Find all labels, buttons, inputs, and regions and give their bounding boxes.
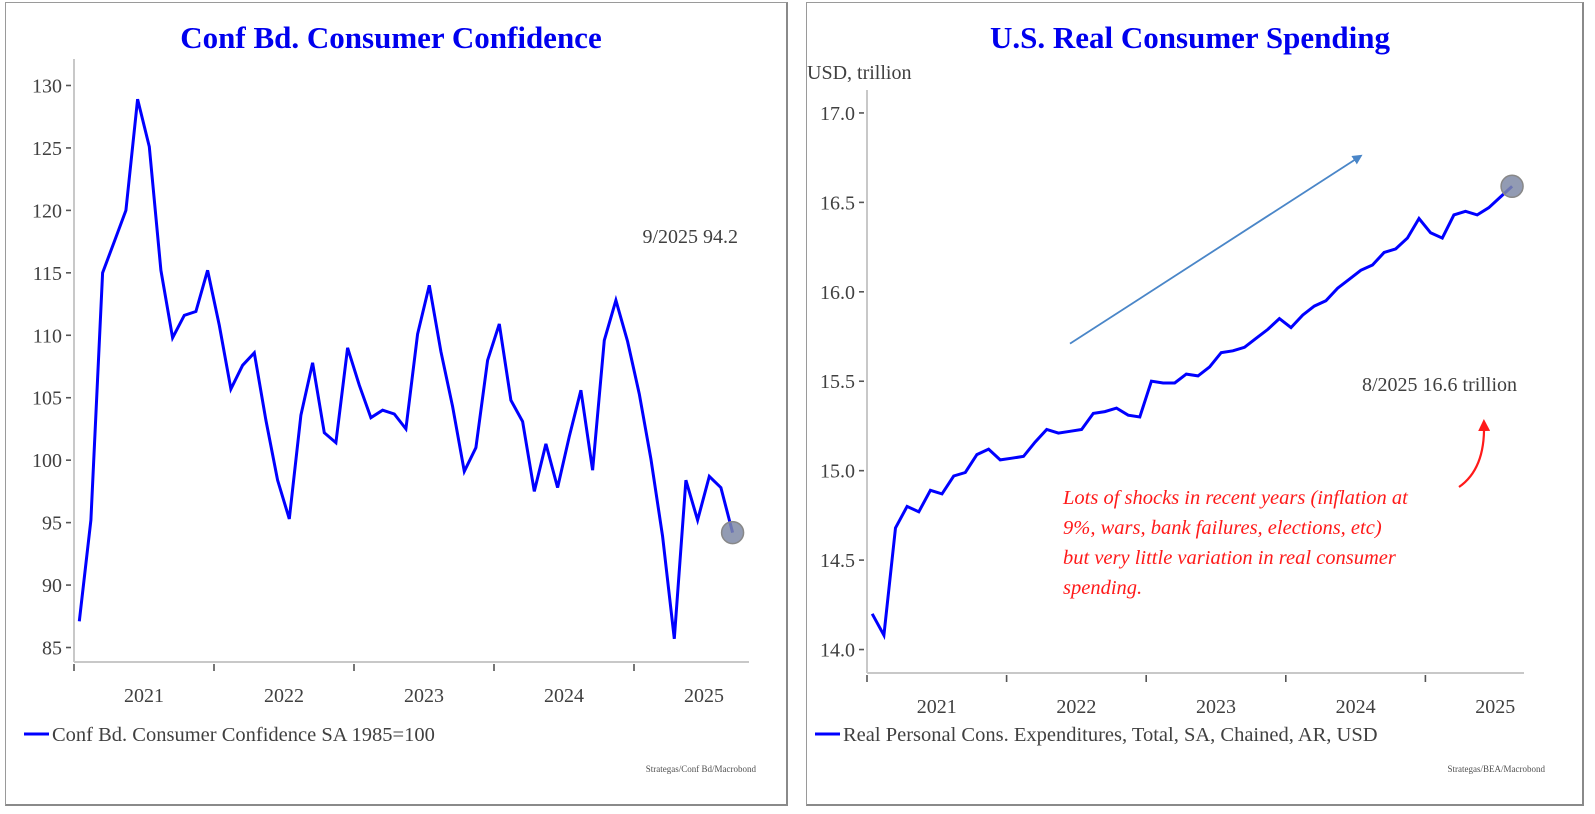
note-line: Lots of shocks in recent years (inflatio… (1062, 487, 1409, 509)
legend: Conf Bd. Consumer Confidence SA 1985=100 (24, 724, 435, 746)
x-tick-label: 2023 (404, 685, 444, 707)
note-text: Lots of shocks in recent years (inflatio… (1062, 487, 1409, 599)
x-tick-label: 2022 (1056, 696, 1096, 718)
y-axis: 85 90 95 100 105 110 115 120 125 130 (32, 59, 75, 662)
note-line: but very little variation in real consum… (1063, 547, 1397, 569)
consumer-confidence-chart: Conf Bd. Consumer Confidence 85 90 95 100 10… (24, 20, 757, 774)
trend-arrow (1069, 154, 1363, 345)
x-axis: 2021 2022 2023 2024 2025 (73, 661, 749, 707)
y-tick-label: 17.0 (820, 103, 855, 125)
y-tick-label: 110 (33, 325, 62, 347)
y-tick-label: 100 (32, 450, 62, 472)
series-line (870, 174, 1524, 641)
x-axis: 2021 2022 2023 2024 2025 (866, 672, 1524, 718)
last-point-marker (1500, 174, 1524, 199)
last-value-annotation: 9/2025 94.2 (642, 226, 738, 248)
x-tick-label: 2021 (917, 696, 957, 718)
y-tick-label: 120 (32, 200, 62, 222)
chart-title: U.S. Real Consumer Spending (990, 20, 1390, 55)
y-axis-unit-label: USD, trillion (807, 62, 911, 84)
series-line (77, 98, 745, 639)
x-tick-label: 2021 (124, 685, 164, 707)
legend-label: Real Personal Cons. Expenditures, Total,… (843, 724, 1378, 746)
legend: Real Personal Cons. Expenditures, Total,… (815, 724, 1378, 746)
last-value-annotation: 8/2025 16.6 trillion (1362, 374, 1517, 396)
y-tick-label: 16.0 (820, 282, 855, 304)
red-arrow-icon (1458, 419, 1491, 488)
series-polyline (77, 98, 735, 639)
note-line: spending. (1063, 577, 1142, 599)
y-tick-label: 15.0 (820, 461, 855, 483)
y-tick-label: 105 (32, 388, 62, 410)
note-line: 9%, wars, bank failures, elections, etc) (1063, 517, 1382, 539)
y-tick-label: 16.5 (820, 192, 855, 214)
y-tick-label: 130 (32, 75, 62, 97)
y-tick-label: 115 (33, 263, 62, 285)
y-tick-label: 95 (42, 513, 62, 535)
legend-label: Conf Bd. Consumer Confidence SA 1985=100 (52, 724, 435, 746)
y-tick-label: 125 (32, 138, 62, 160)
x-tick-label: 2023 (1196, 696, 1236, 718)
x-tick-label: 2022 (264, 685, 304, 707)
y-axis: 14.0 14.5 15.0 15.5 16.0 16.5 17.0 (820, 90, 868, 673)
y-tick-label: 90 (42, 575, 62, 597)
consumer-confidence-panel: Conf Bd. Consumer Confidence 85 90 95 100 10… (5, 2, 788, 806)
series-polyline (870, 185, 1514, 641)
y-tick-label: 15.5 (820, 371, 855, 393)
source-credit: Strategas/BEA/Macrobond (1448, 764, 1546, 774)
x-tick-label: 2024 (544, 685, 584, 707)
last-point-marker (720, 520, 745, 545)
chart-title: Conf Bd. Consumer Confidence (180, 20, 601, 55)
y-tick-label: 14.0 (820, 640, 855, 662)
x-tick-label: 2025 (1475, 696, 1515, 718)
y-tick-label: 85 (42, 638, 62, 660)
x-tick-label: 2024 (1336, 696, 1376, 718)
x-tick-label: 2025 (684, 685, 724, 707)
source-credit: Strategas/Conf Bd/Macrobond (646, 764, 757, 774)
consumer-spending-chart: U.S. Real Consumer Spending USD, trillio… (807, 20, 1546, 774)
trend-arrow-icon (1069, 154, 1363, 345)
y-tick-label: 14.5 (820, 550, 855, 572)
consumer-spending-panel: U.S. Real Consumer Spending USD, trillio… (806, 2, 1584, 806)
